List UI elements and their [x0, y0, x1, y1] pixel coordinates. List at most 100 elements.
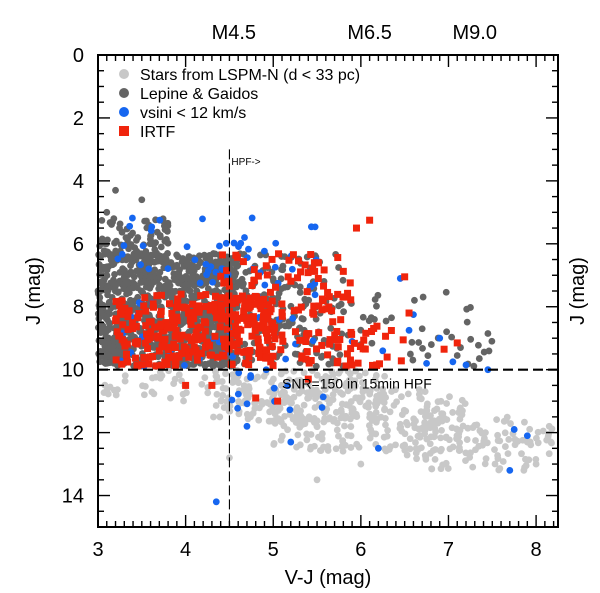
top-axis-label: M4.5 [212, 22, 256, 44]
data-point [365, 403, 372, 411]
data-point [453, 425, 460, 433]
data-point [95, 261, 103, 268]
data-point [103, 208, 111, 216]
data-point [147, 227, 155, 234]
data-point [359, 313, 367, 321]
data-point [221, 339, 229, 347]
data-point [406, 435, 414, 443]
data-point [151, 323, 159, 331]
data-point [285, 256, 293, 264]
data-point [141, 294, 149, 302]
data-point [398, 427, 406, 435]
data-point [230, 269, 238, 277]
top-axis-label: M9.0 [453, 22, 497, 44]
data-point [208, 381, 216, 389]
data-point [215, 377, 222, 385]
data-point [415, 339, 423, 346]
y-tick-label: 2 [73, 108, 84, 130]
data-point [245, 245, 252, 253]
data-point [98, 280, 105, 287]
data-point [337, 406, 345, 414]
data-point [501, 443, 509, 450]
data-point [174, 295, 182, 303]
data-point [212, 287, 220, 294]
data-point [333, 336, 341, 344]
data-point [347, 423, 355, 430]
data-point [305, 359, 313, 367]
data-point [282, 355, 290, 363]
data-point [481, 460, 489, 468]
data-point [368, 417, 376, 424]
data-point [268, 343, 276, 351]
data-point [296, 283, 304, 291]
data-point [161, 358, 169, 366]
data-point [294, 431, 302, 439]
data-point [201, 374, 209, 382]
data-point [382, 421, 389, 429]
data-point [359, 345, 367, 353]
data-point [135, 310, 143, 318]
data-point [296, 336, 304, 344]
data-point [345, 376, 353, 384]
data-point [256, 353, 264, 361]
data-point [127, 262, 134, 270]
data-point [212, 345, 220, 353]
data-point [314, 274, 322, 282]
data-point [345, 402, 353, 410]
data-point [351, 412, 359, 420]
data-point [210, 413, 217, 421]
data-point [366, 390, 374, 398]
data-point [245, 304, 253, 312]
data-point [100, 339, 108, 347]
data-point [318, 341, 326, 349]
data-point [263, 271, 271, 279]
data-point [380, 390, 388, 398]
data-point [344, 431, 352, 439]
data-point [108, 346, 116, 354]
y-tick-label: 6 [73, 234, 84, 256]
data-point [281, 283, 289, 291]
y-axis-title: J (mag) [23, 257, 45, 325]
data-point [271, 419, 279, 427]
data-point [120, 275, 128, 283]
data-point [326, 336, 334, 344]
data-point [403, 418, 410, 426]
data-point [103, 272, 111, 279]
data-point [318, 352, 326, 360]
data-point [232, 251, 240, 259]
data-point [222, 256, 229, 264]
data-point [112, 315, 120, 323]
data-point [347, 296, 355, 304]
data-point [124, 313, 132, 321]
data-point [180, 304, 188, 312]
data-point [383, 353, 391, 361]
data-point [222, 370, 229, 378]
data-point [456, 404, 464, 412]
data-point [177, 290, 185, 298]
data-point [373, 361, 381, 369]
data-point [102, 333, 110, 341]
data-point [334, 343, 342, 351]
data-point [453, 339, 461, 347]
data-point [449, 358, 457, 366]
data-point [161, 282, 169, 290]
data-point [256, 302, 264, 310]
data-point [277, 381, 285, 389]
data-point [193, 307, 201, 315]
data-point [216, 413, 224, 421]
data-point [406, 350, 414, 358]
frame-layer [97, 54, 559, 528]
data-point [262, 309, 270, 317]
data-point [337, 316, 345, 324]
data-point [427, 341, 435, 348]
data-point [408, 338, 416, 346]
data-point [213, 314, 221, 322]
data-point [388, 314, 395, 322]
data-point [194, 324, 202, 332]
data-point [124, 358, 132, 366]
data-point [251, 327, 259, 335]
data-point [197, 292, 205, 300]
data-point [440, 345, 448, 353]
data-point [270, 384, 278, 392]
